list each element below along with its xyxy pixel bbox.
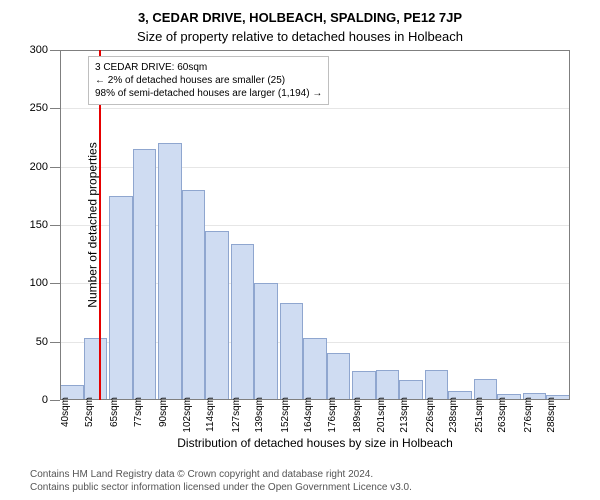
x-tick-label: 52sqm <box>84 397 95 427</box>
x-tick-label: 102sqm <box>182 397 193 433</box>
y-axis-label: Number of detached properties <box>86 142 100 307</box>
annotation-line-2: ← 2% of detached houses are smaller (25) <box>95 74 322 87</box>
x-tick-label: 127sqm <box>231 397 242 433</box>
x-axis-label: Distribution of detached houses by size … <box>177 436 453 450</box>
x-tick-label: 226sqm <box>425 397 436 433</box>
footer-line-2: Contains public sector information licen… <box>30 481 412 494</box>
footer-attribution: Contains HM Land Registry data © Crown c… <box>30 468 412 494</box>
annotation-line-3: 98% of semi-detached houses are larger (… <box>95 87 322 100</box>
x-tick-label: 77sqm <box>133 397 144 427</box>
y-tick-label: 100 <box>30 277 60 289</box>
footer-line-1: Contains HM Land Registry data © Crown c… <box>30 468 412 481</box>
chart-area: 050100150200250300 40sqm52sqm65sqm77sqm9… <box>60 50 570 400</box>
y-tick-label: 50 <box>36 336 60 348</box>
x-tick-label: 40sqm <box>60 397 71 427</box>
x-tick-label: 238sqm <box>448 397 459 433</box>
y-tick-label: 300 <box>30 44 60 56</box>
x-tick-label: 65sqm <box>109 397 120 427</box>
x-tick-label: 213sqm <box>399 397 410 433</box>
annotation-line-1: 3 CEDAR DRIVE: 60sqm <box>95 61 322 74</box>
x-tick-label: 189sqm <box>352 397 363 433</box>
x-tick-label: 263sqm <box>497 397 508 433</box>
x-tick-label: 139sqm <box>254 397 265 433</box>
x-tick-label: 251sqm <box>474 397 485 433</box>
y-tick-label: 250 <box>30 102 60 114</box>
x-tick-label: 164sqm <box>303 397 314 433</box>
annotation-box: 3 CEDAR DRIVE: 60sqm ← 2% of detached ho… <box>88 56 329 105</box>
page-title-address: 3, CEDAR DRIVE, HOLBEACH, SPALDING, PE12… <box>0 0 600 25</box>
x-tick-label: 176sqm <box>327 397 338 433</box>
x-tick-label: 288sqm <box>546 397 557 433</box>
x-tick-label: 201sqm <box>376 397 387 433</box>
x-tick-label: 152sqm <box>280 397 291 433</box>
x-tick-label: 114sqm <box>205 397 216 432</box>
page-subtitle: Size of property relative to detached ho… <box>0 25 600 44</box>
x-tick-label: 276sqm <box>523 397 534 433</box>
x-tick-label: 90sqm <box>158 397 169 427</box>
y-tick-label: 0 <box>42 394 60 406</box>
y-tick-label: 200 <box>30 161 60 173</box>
y-tick-label: 150 <box>30 219 60 231</box>
